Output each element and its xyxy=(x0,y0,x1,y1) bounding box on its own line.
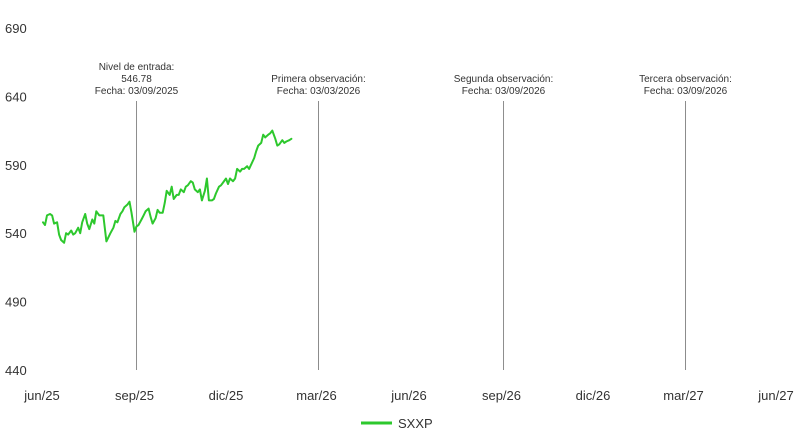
marker-annotation: Segunda observación: xyxy=(454,74,554,85)
x-tick-label: jun/26 xyxy=(390,388,426,403)
x-tick-label: mar/27 xyxy=(663,388,703,403)
x-tick-label: dic/25 xyxy=(209,388,244,403)
marker-annotation: 546.78 xyxy=(121,74,152,85)
x-tick-label: sep/26 xyxy=(482,388,521,403)
marker-annotation: Fecha: 03/03/2026 xyxy=(277,86,361,97)
series-line-sxxp xyxy=(42,129,293,244)
series-layer xyxy=(42,129,293,244)
y-tick-label: 490 xyxy=(5,295,27,310)
x-axis: jun/25 sep/25 dic/25 mar/26 jun/26 sep/26 dic/… xyxy=(23,388,793,403)
marker-annotation: Fecha: 03/09/2025 xyxy=(95,86,179,97)
x-tick-label: jun/25 xyxy=(23,388,59,403)
legend-label: SXXP xyxy=(398,416,433,431)
y-tick-label: 540 xyxy=(5,226,27,241)
marker-annotation: Fecha: 03/09/2026 xyxy=(462,86,546,97)
marker-annotation: Tercera observación: xyxy=(639,74,732,85)
x-tick-label: sep/25 xyxy=(115,388,154,403)
x-tick-label: jun/27 xyxy=(757,388,793,403)
y-tick-label: 590 xyxy=(5,158,27,173)
y-tick-label: 640 xyxy=(5,89,27,104)
marker-annotation: Nivel de entrada: xyxy=(99,62,175,73)
marker-annotation: Fecha: 03/09/2026 xyxy=(644,86,728,97)
x-tick-label: mar/26 xyxy=(296,388,336,403)
legend: SXXP xyxy=(361,416,433,431)
marker-annotation: Primera observación: xyxy=(271,74,365,85)
x-tick-label: dic/26 xyxy=(576,388,611,403)
y-tick-label: 690 xyxy=(5,21,27,36)
y-tick-label: 440 xyxy=(5,363,27,378)
y-axis: 690 640 590 540 490 440 xyxy=(5,21,27,378)
